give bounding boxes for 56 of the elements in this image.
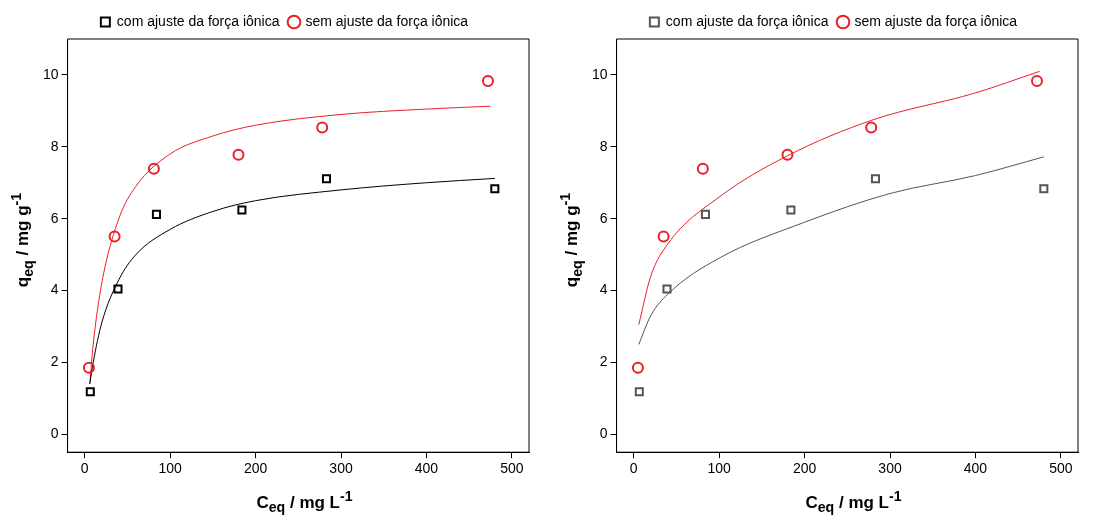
x-tick-label: 200 <box>792 460 817 477</box>
point <box>108 230 121 243</box>
y-tick-label: 2 <box>599 353 608 370</box>
line-series <box>638 70 1041 326</box>
x-tick-label: 0 <box>629 460 638 477</box>
y-tick-label: 8 <box>50 137 59 154</box>
point <box>82 361 95 374</box>
y-tick-label: 10 <box>591 65 608 82</box>
point <box>700 209 710 219</box>
x-tick-label: 500 <box>1049 460 1073 477</box>
x-tick-label: 0 <box>80 460 89 477</box>
y-tick-label: 6 <box>50 209 59 226</box>
x-tick-label: 300 <box>329 460 353 477</box>
y-tick-label: 4 <box>599 281 608 298</box>
x-tick-label: 100 <box>707 460 731 477</box>
x-tick-label: 400 <box>414 460 439 477</box>
point <box>490 184 500 194</box>
point <box>786 205 796 215</box>
y-tick-label: 2 <box>50 353 59 370</box>
point <box>781 148 794 161</box>
legend-label: sem ajuste da força iônica <box>854 12 1018 29</box>
point <box>631 361 644 374</box>
y-tick-label: 10 <box>42 65 59 82</box>
x-tick-label: 300 <box>878 460 902 477</box>
point <box>316 121 329 134</box>
y-tick-label: 6 <box>599 209 608 226</box>
point <box>1030 75 1043 88</box>
line-series <box>638 156 1045 345</box>
point <box>85 387 95 397</box>
point <box>1039 184 1049 194</box>
x-axis-title: C$_{eq}$ / mg L$^{-1}$ <box>804 487 903 515</box>
x-tick-label: 200 <box>243 460 268 477</box>
point <box>151 209 161 219</box>
point <box>232 148 245 161</box>
y-tick-label: 0 <box>50 425 59 442</box>
legend-label: com ajuste da força iônica <box>116 12 280 29</box>
point <box>657 230 670 243</box>
point <box>147 162 160 175</box>
point <box>634 387 644 397</box>
legend-label: sem ajuste da força iônica <box>305 12 469 29</box>
point <box>870 174 881 184</box>
point <box>113 284 123 294</box>
x-axis-title: C$_{eq}$ / mg L$^{-1}$ <box>255 487 354 515</box>
point <box>662 284 672 294</box>
point <box>865 121 878 134</box>
y-tick-label: 8 <box>599 137 608 154</box>
x-tick-label: 100 <box>158 460 182 477</box>
point <box>481 75 494 88</box>
x-tick-label: 500 <box>500 460 524 477</box>
legend-label: com ajuste da força iônica <box>665 12 829 29</box>
point <box>237 205 247 215</box>
y-tick-label: 4 <box>50 281 59 298</box>
point <box>696 162 709 175</box>
y-tick-label: 0 <box>599 425 608 442</box>
point <box>321 174 332 184</box>
x-tick-label: 400 <box>963 460 988 477</box>
